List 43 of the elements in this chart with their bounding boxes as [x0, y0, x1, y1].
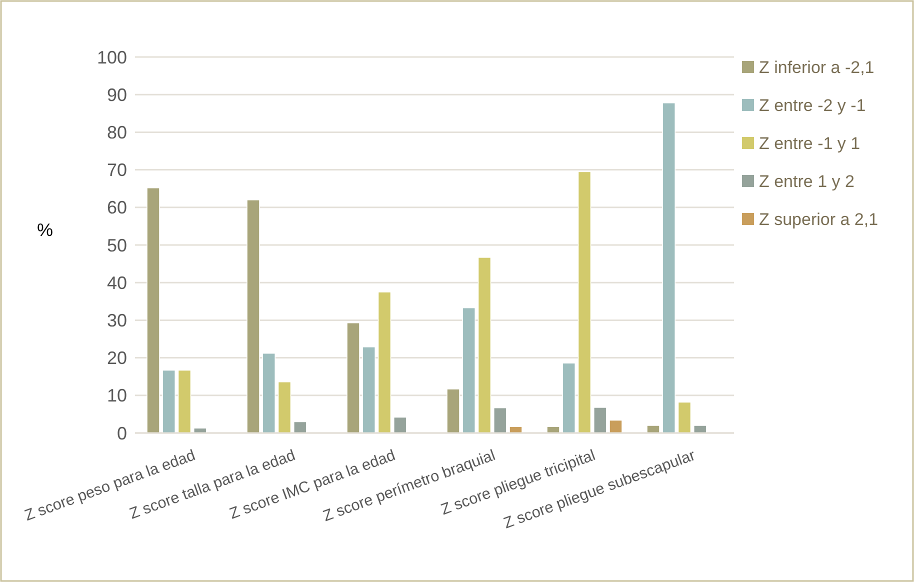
- y-tick-label: 30: [106, 310, 127, 330]
- y-tick-label: 70: [106, 160, 127, 180]
- y-axis-title: %: [36, 220, 54, 240]
- y-tick-label: 60: [106, 198, 127, 218]
- bar: [162, 370, 176, 434]
- y-tick-label: 100: [96, 47, 127, 68]
- bar: [362, 346, 376, 434]
- legend-label: Z entre -2 y -1: [759, 96, 866, 115]
- legend-label: Z superior a 2,1: [759, 210, 878, 229]
- bar: [378, 292, 392, 434]
- legend-label: Z inferior a -2,1: [759, 58, 874, 77]
- bar: [146, 187, 160, 434]
- y-tick-label: 90: [106, 84, 127, 105]
- y-tick-label: 80: [106, 122, 127, 142]
- bar: [178, 370, 192, 434]
- bar: [578, 171, 592, 434]
- bar: [662, 102, 676, 434]
- bar: [293, 421, 307, 434]
- y-tick-label: 40: [106, 272, 127, 293]
- bar: [262, 352, 276, 434]
- bar: [193, 428, 207, 434]
- y-tick-label: 10: [106, 386, 127, 406]
- bar: [646, 425, 660, 434]
- y-tick-label: 0: [116, 423, 127, 444]
- bar: [693, 425, 707, 434]
- bar: [462, 307, 476, 434]
- bar: [393, 416, 407, 434]
- bar: [446, 388, 460, 434]
- bar: [546, 426, 560, 434]
- bar: [678, 402, 692, 434]
- bar: [593, 407, 607, 434]
- y-tick-label: 50: [106, 235, 127, 256]
- bar: [493, 407, 507, 434]
- bar: [278, 381, 292, 434]
- bar: [246, 199, 260, 434]
- bar: [509, 426, 522, 434]
- legend-label: Z entre -1 y 1: [759, 134, 860, 153]
- bar: [478, 257, 492, 434]
- legend-label: Z entre 1 y 2: [759, 172, 854, 191]
- bar: [346, 322, 360, 434]
- bar: [562, 362, 576, 434]
- y-tick-label: 20: [106, 348, 127, 368]
- bar: [609, 420, 622, 434]
